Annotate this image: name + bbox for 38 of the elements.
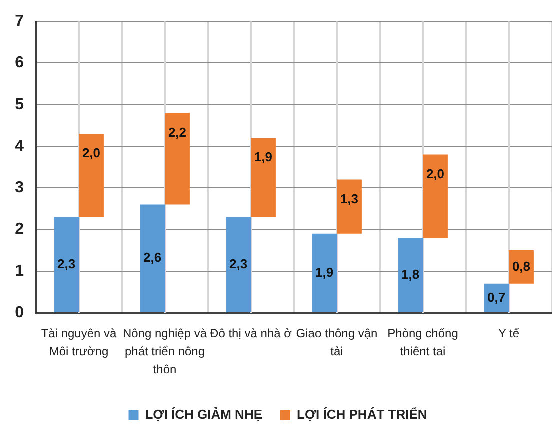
bar: [398, 238, 423, 312]
y-tick-label: 0: [15, 304, 24, 322]
x-tick-label: Giao thông vận tải: [296, 326, 378, 358]
x-tick-label: Đô thị và nhà ở: [210, 326, 292, 340]
legend-label: LỢI ÍCH PHÁT TRIỂN: [297, 407, 428, 422]
data-label: 2,0: [426, 166, 445, 182]
y-tick-label: 5: [15, 96, 24, 114]
data-label: 0,8: [512, 258, 531, 274]
y-tick-label: 2: [15, 221, 24, 238]
data-label: 1,9: [254, 150, 273, 165]
data-label: 2,2: [168, 124, 187, 140]
data-label: 2,6: [143, 250, 162, 266]
y-tick-label: 6: [15, 54, 24, 72]
y-tick-label: 3: [15, 180, 24, 197]
data-label: 1,9: [315, 264, 334, 280]
bar: [79, 134, 104, 218]
data-label: 2,3: [57, 256, 76, 272]
x-tick-label: Tài nguyên và Môi trường: [41, 326, 118, 358]
bar: [226, 217, 251, 312]
bar: [54, 217, 79, 312]
bar: [337, 180, 362, 234]
data-label: 1,3: [340, 191, 359, 206]
y-tick-label: 1: [15, 262, 24, 280]
bar: [165, 113, 190, 205]
x-tick-label: Y tế: [498, 326, 520, 340]
data-label: 1,8: [401, 266, 420, 282]
x-tick-label: Phòng chống thiênt tai: [388, 326, 458, 358]
data-label: 2,3: [229, 256, 248, 272]
data-label: 2,0: [82, 146, 101, 161]
legend-label: LỢI ÍCH GIẢM NHẸ: [145, 407, 263, 422]
x-tick-label: Nông nghiệp và phát triển nông thôn: [122, 326, 208, 376]
bar: [312, 234, 337, 312]
bar: [140, 204, 165, 312]
y-tick-label: 7: [15, 13, 24, 30]
data-label: 0,7: [487, 290, 506, 305]
y-tick-label: 4: [15, 138, 24, 155]
bar: [423, 154, 448, 238]
bar: [251, 138, 276, 218]
